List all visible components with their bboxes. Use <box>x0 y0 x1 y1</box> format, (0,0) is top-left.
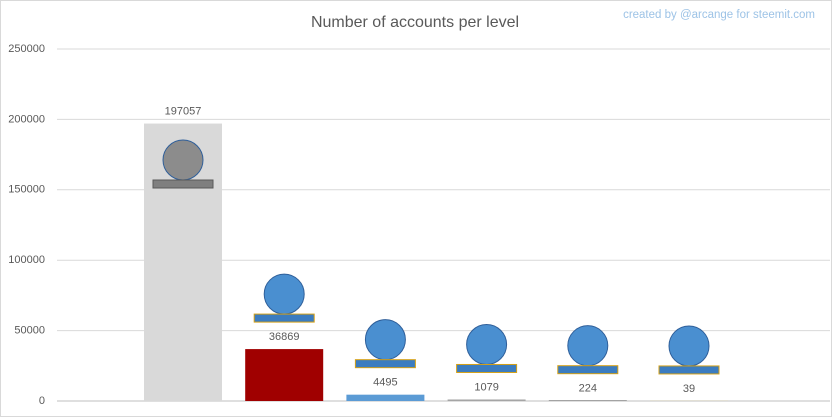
y-tick-label: 50000 <box>14 325 45 337</box>
badge-ribbon <box>658 365 720 375</box>
data-label: 1079 <box>474 381 498 393</box>
y-tick-label: 0 <box>39 395 45 407</box>
y-tick-label: 200000 <box>8 113 45 125</box>
data-label: 36869 <box>269 331 300 343</box>
y-tick-label: 250000 <box>8 43 45 55</box>
bar <box>447 399 526 401</box>
badge-ribbon <box>456 363 518 373</box>
watermark: created by @arcange for steemit.com <box>623 9 815 21</box>
badge-ribbon <box>557 365 619 375</box>
level-badge <box>263 273 305 315</box>
badge-ribbon <box>354 359 416 369</box>
data-label: 4495 <box>373 377 397 389</box>
level-badge <box>567 325 609 367</box>
level-badge <box>162 139 204 181</box>
chart-title: Number of accounts per level <box>311 14 519 31</box>
data-label: 39 <box>683 383 695 395</box>
y-tick-label: 100000 <box>8 254 45 266</box>
bar <box>245 349 324 401</box>
level-badge <box>466 323 508 365</box>
level-badge <box>668 325 710 367</box>
badge-ribbon <box>253 313 315 323</box>
badge-ribbon <box>152 179 214 189</box>
y-tick-label: 150000 <box>8 184 45 196</box>
level-badge <box>364 319 406 361</box>
bar <box>346 394 425 401</box>
data-label: 197057 <box>165 105 202 117</box>
data-label: 224 <box>579 383 597 395</box>
